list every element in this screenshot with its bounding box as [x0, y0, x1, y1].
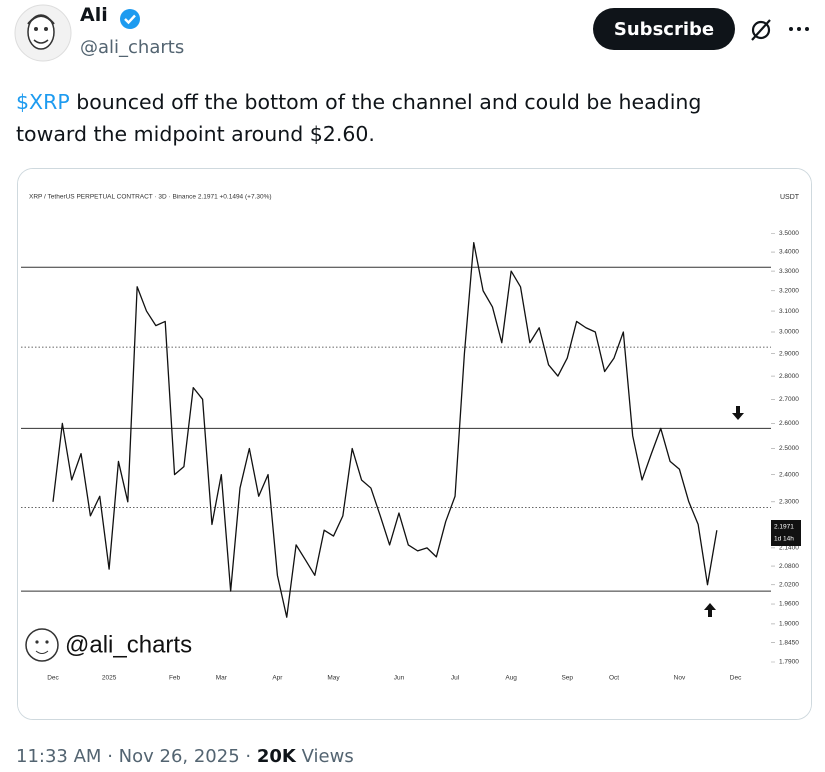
up-arrow — [704, 603, 716, 617]
chart-layer: XRP / TetherUS PERPETUAL CONTRACT · 3D ·… — [18, 169, 811, 719]
x-tick-label: Jul — [451, 675, 460, 682]
watermark-eye — [45, 640, 49, 644]
y-tick-label: 3.2000 — [779, 287, 799, 294]
post-time[interactable]: 11:33 AM — [16, 746, 102, 767]
y-tick-label: 2.7000 — [779, 396, 799, 403]
y-tick-label: 2.5000 — [779, 445, 799, 452]
y-unit: USDT — [780, 194, 800, 201]
x-tick-label: Feb — [169, 675, 181, 682]
avatar[interactable] — [14, 4, 72, 62]
author-handle[interactable]: @ali_charts — [80, 37, 185, 58]
verified-badge — [120, 9, 140, 29]
y-tick-label: 1.8450 — [779, 639, 799, 646]
post-footer: 11:33 AM · Nov 26, 2025 · 20K Views — [16, 746, 354, 767]
price-tag-value: 2.1971 — [774, 524, 794, 531]
post-date[interactable]: Nov 26, 2025 — [118, 746, 240, 767]
chart: XRP / TetherUS PERPETUAL CONTRACT · 3D ·… — [18, 169, 811, 719]
y-tick-label: 3.3000 — [779, 268, 799, 275]
x-tick-label: Apr — [272, 675, 283, 682]
more-button[interactable] — [788, 25, 810, 33]
y-tick-label: 2.4000 — [779, 471, 799, 478]
x-tick-label: Jun — [394, 675, 405, 682]
post-text: $XRP bounced off the bottom of the chann… — [16, 86, 761, 150]
watermark-mouth — [35, 650, 49, 654]
y-tick-label: 3.1000 — [779, 308, 799, 315]
price-line — [52, 242, 718, 618]
y-tick-label: 1.9600 — [779, 601, 799, 608]
y-tick-label: 3.4000 — [779, 249, 799, 256]
y-tick-label: 1.7900 — [779, 659, 799, 666]
x-tick-label: Dec — [730, 675, 742, 682]
separator: · — [245, 746, 252, 767]
view-count: 20K — [256, 746, 296, 767]
watermark-eye — [35, 640, 39, 644]
y-tick-label: 1.9000 — [779, 621, 799, 628]
y-tick-label: 3.0000 — [779, 329, 799, 336]
cashtag[interactable]: $XRP — [16, 90, 70, 114]
post-body: bounced off the bottom of the channel an… — [16, 90, 702, 146]
y-tick-label: 2.0200 — [779, 581, 799, 588]
y-tick-label: 3.5000 — [779, 230, 799, 237]
price-tag-countdown: 1d 14h — [774, 536, 794, 543]
y-tick-label: 2.0800 — [779, 563, 799, 570]
price-tag — [771, 520, 801, 546]
x-tick-label: Sep — [561, 675, 573, 682]
separator: · — [107, 746, 113, 767]
x-tick-label: May — [327, 675, 340, 682]
chart-card[interactable]: XRP / TetherUS PERPETUAL CONTRACT · 3D ·… — [17, 168, 812, 720]
author-name[interactable]: Ali — [80, 4, 108, 26]
grok-icon[interactable] — [748, 17, 774, 43]
watermark-text: @ali_charts — [65, 631, 192, 658]
chart-bg — [18, 169, 811, 719]
x-tick-label: Oct — [609, 675, 619, 682]
chart-title: XRP / TetherUS PERPETUAL CONTRACT · 3D ·… — [29, 194, 272, 201]
y-tick-label: 2.6000 — [779, 420, 799, 427]
x-tick-label: Mar — [216, 675, 228, 682]
x-tick-label: Dec — [47, 675, 59, 682]
watermark-logo — [25, 628, 59, 662]
x-tick-label: Nov — [674, 675, 686, 682]
views-label: Views — [301, 746, 354, 767]
y-tick-label: 2.1400 — [779, 545, 799, 552]
y-tick-label: 2.8000 — [779, 373, 799, 380]
down-arrow — [732, 406, 744, 420]
x-tick-label: Aug — [505, 675, 517, 682]
x-tick-label: 2025 — [102, 675, 117, 682]
y-tick-label: 2.9000 — [779, 350, 799, 357]
y-tick-label: 2.3000 — [779, 499, 799, 506]
subscribe-button[interactable]: Subscribe — [593, 8, 735, 50]
